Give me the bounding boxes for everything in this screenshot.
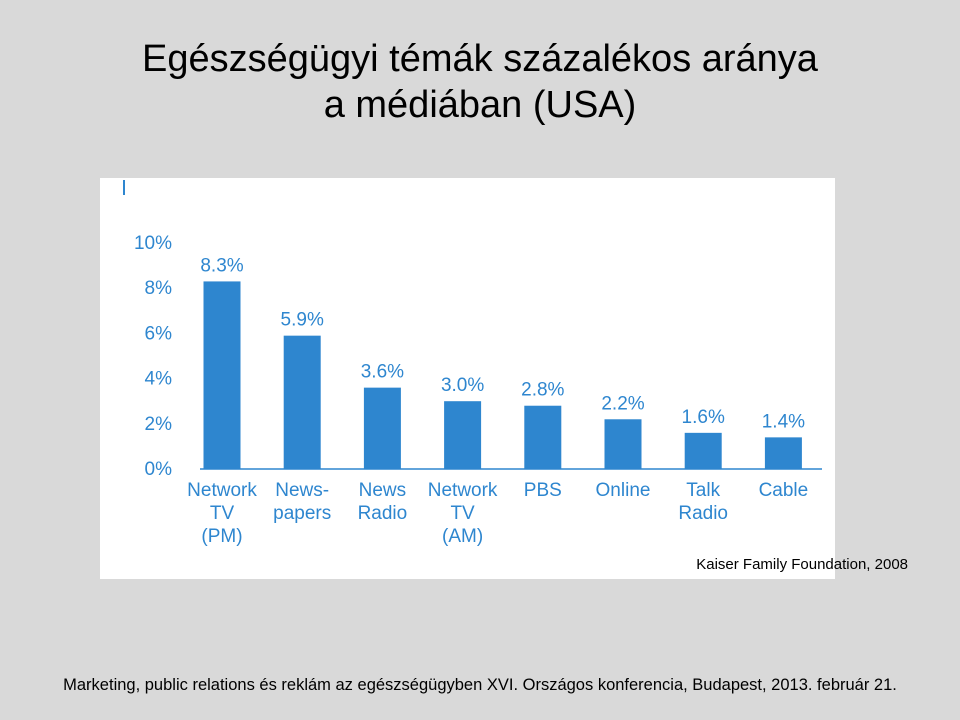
slide-footer: Marketing, public relations és reklám az… xyxy=(63,676,897,694)
bar-chart: 0%2%4%6%8%10%8.3%Network TV (PM)5.9%News-p… xyxy=(123,180,822,547)
bar-value-label: 5.9% xyxy=(281,310,324,331)
x-tick-label: Network TV (AM) xyxy=(428,480,498,547)
bar xyxy=(363,387,401,469)
bar-value-label: 1.6% xyxy=(682,407,725,428)
x-tick-label: News-papers xyxy=(273,480,331,524)
y-tick-label: 4% xyxy=(145,369,173,390)
x-tick-label-line: News- xyxy=(275,480,329,501)
bar-value-label: 3.0% xyxy=(441,375,484,396)
x-tick-label-line: Cable xyxy=(759,480,809,501)
x-tick-label-line: papers xyxy=(273,503,331,524)
bar-value-label: 1.4% xyxy=(762,411,805,432)
chart-panel: 0% 2% 4% 6% 8% 10% 8.3% Network TV (PM) 5.9% News-p… xyxy=(100,178,835,579)
x-tick-label-line: News xyxy=(359,480,407,501)
source-citation: Kaiser Family Foundation, 2008 xyxy=(696,556,908,573)
x-tick-label-line: TV xyxy=(210,503,235,524)
bar-value-label: 2.8% xyxy=(521,380,564,401)
x-tick-label-line: Radio xyxy=(678,503,728,524)
bar xyxy=(684,432,722,469)
bar xyxy=(524,405,562,469)
x-tick-label-line: Network xyxy=(187,480,257,501)
x-tick-label-line: Online xyxy=(596,480,651,501)
x-tick-label: Cable xyxy=(759,480,809,501)
y-tick-label: 6% xyxy=(145,323,173,344)
bar xyxy=(764,437,802,469)
y-tick-label: 2% xyxy=(145,414,173,435)
bar-value-label: 8.3% xyxy=(200,255,243,276)
x-tick-label: PBS xyxy=(524,480,562,501)
x-tick-label-line: TV xyxy=(450,503,475,524)
x-tick-label: News Radio xyxy=(358,480,408,524)
y-tick-label: 8% xyxy=(145,278,173,299)
x-tick-label: Talk Radio xyxy=(678,480,728,524)
x-tick-label-line: (AM) xyxy=(442,526,483,547)
bar xyxy=(283,335,321,469)
x-tick-label-line: Radio xyxy=(358,503,408,524)
y-tick-label: 0% xyxy=(145,459,173,480)
x-tick-label-line: PBS xyxy=(524,480,562,501)
slide-title-line-1: Egészségügyi témák százalékos aránya xyxy=(142,38,818,80)
bar-value-label: 2.2% xyxy=(601,393,644,414)
x-tick-label-line: Talk xyxy=(686,480,720,501)
bar xyxy=(203,281,241,469)
slide-title-line-2: a médiában (USA) xyxy=(323,84,637,126)
x-tick-label-line: Network xyxy=(428,480,498,501)
x-tick-label: Network TV (PM) xyxy=(187,480,257,547)
bar xyxy=(604,419,642,469)
bar xyxy=(444,401,482,469)
x-tick-label-line: (PM) xyxy=(201,526,242,547)
x-tick-label: Online xyxy=(596,480,651,501)
slide-title: Egészségügyi témák százalékos aránya a m… xyxy=(0,36,960,128)
bar-value-label: 3.6% xyxy=(361,362,404,383)
y-tick-label: 10% xyxy=(134,233,172,254)
